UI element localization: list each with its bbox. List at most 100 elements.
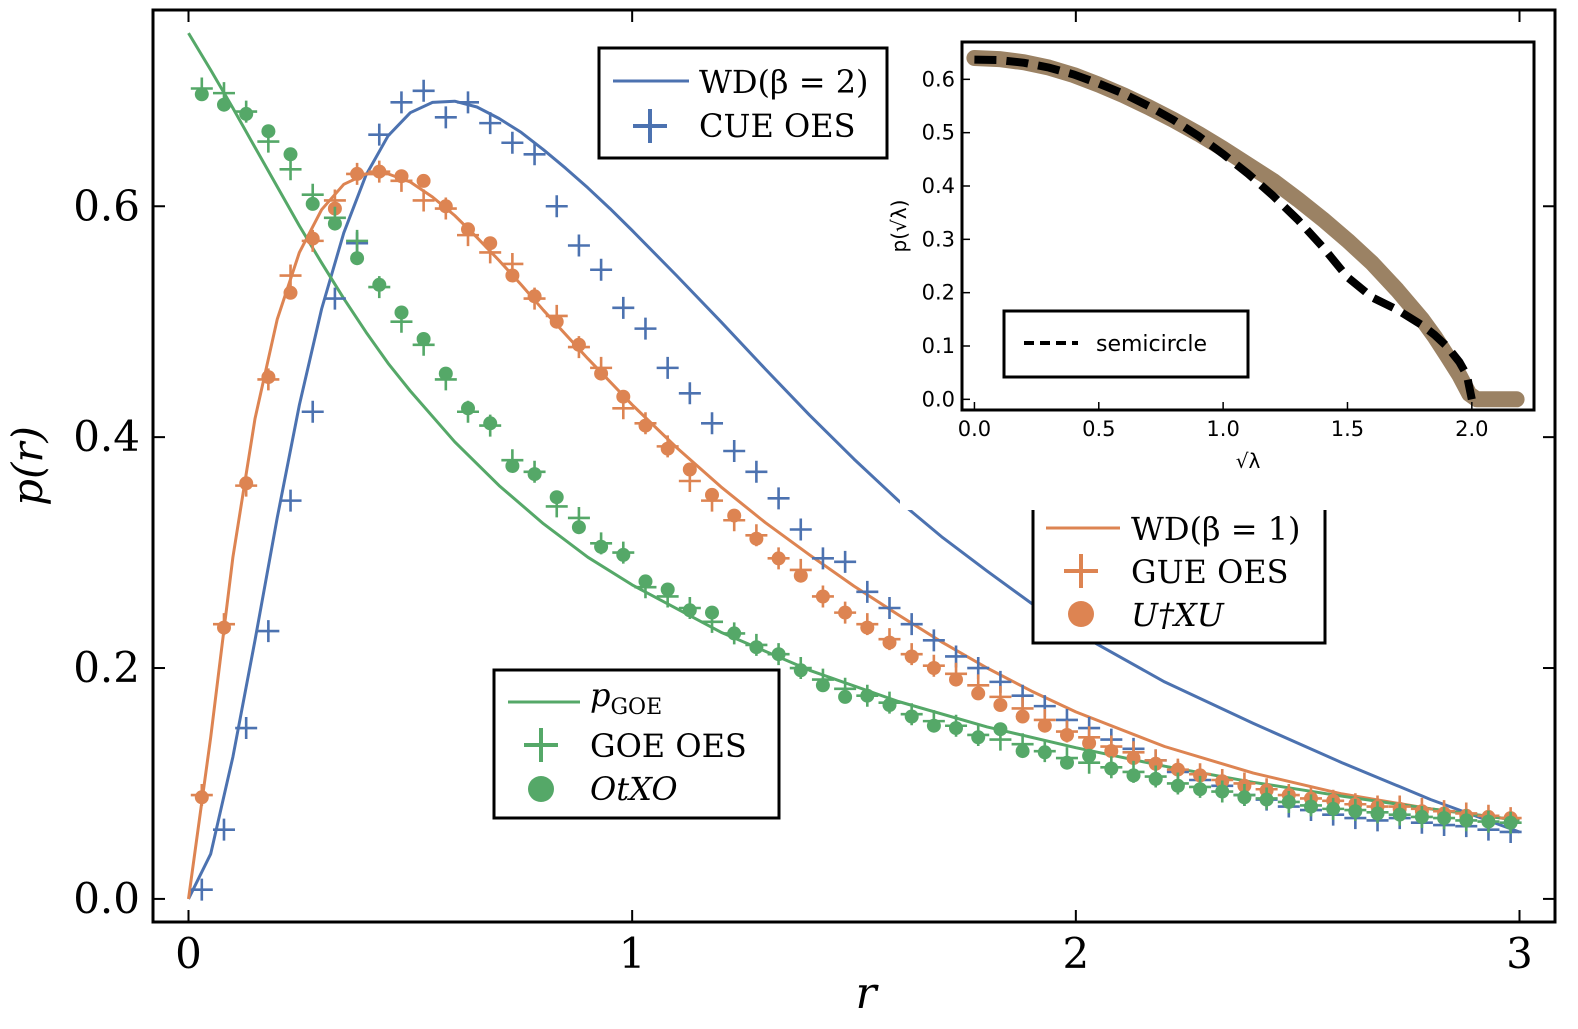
data-dot-otxo bbox=[1037, 745, 1052, 760]
data-dot-u-xu bbox=[1126, 751, 1141, 766]
data-dot-otxo bbox=[1414, 809, 1429, 824]
inset-y-tick-label: 0.3 bbox=[922, 227, 955, 251]
data-dot-otxo bbox=[1193, 782, 1208, 797]
main-y-axis-label: p(r) bbox=[3, 426, 52, 506]
data-dot-otxo bbox=[194, 87, 209, 102]
data-dot-u-xu bbox=[505, 268, 520, 283]
inset-x-tick-label: 0.5 bbox=[1082, 417, 1115, 441]
data-dot-u-xu bbox=[1060, 728, 1074, 742]
data-dot-otxo bbox=[1281, 794, 1296, 809]
data-plus-cue-oes bbox=[501, 131, 524, 154]
data-dot-u-xu bbox=[993, 698, 1008, 712]
inset-x-tick-label: 0.0 bbox=[958, 417, 991, 441]
data-dot-u-xu bbox=[305, 231, 320, 246]
inset-y-tick-label: 0.4 bbox=[922, 174, 955, 198]
data-plus-cue-oes bbox=[523, 143, 546, 166]
data-dot-otxo bbox=[638, 574, 653, 589]
data-dot-otxo bbox=[904, 709, 919, 724]
data-plus-cue-oes bbox=[457, 91, 480, 114]
data-dot-u-xu bbox=[638, 418, 653, 433]
inset-y-tick-label: 0.5 bbox=[922, 121, 955, 145]
data-plus-cue-oes bbox=[257, 620, 280, 643]
main-x-axis-label: r bbox=[855, 968, 879, 1019]
data-dot-u-xu bbox=[350, 166, 365, 181]
legend-gue: WD(β = 1) GUE OES U†XU bbox=[1031, 500, 1327, 645]
main-chart: 0 1 2 3 0.0 0.2 0.4 0.6 r p(r) bbox=[3, 8, 1557, 1019]
data-dot-u-xu bbox=[527, 289, 542, 304]
inset-series-semicircle bbox=[974, 55, 1476, 401]
y-tick-label: 0.2 bbox=[73, 643, 140, 692]
data-dot-u-xu bbox=[660, 441, 675, 456]
legend-goe: pGOE GOE OES OtXO bbox=[492, 668, 781, 820]
data-plus-gue-oes bbox=[412, 189, 435, 212]
data-dot-otxo bbox=[327, 216, 342, 231]
data-plus-cue-oes bbox=[612, 296, 635, 319]
data-dot-u-xu bbox=[815, 589, 830, 604]
data-dot-otxo bbox=[1348, 804, 1363, 819]
data-plus-cue-oes bbox=[545, 195, 568, 218]
x-tick-label: 1 bbox=[619, 929, 646, 978]
inset-axes: 0.0 0.5 1.0 1.5 2.0 0.0 0.1 0.2 0.3 0.4 0.5 0.6 bbox=[922, 67, 1489, 441]
data-dot-u-xu bbox=[461, 222, 475, 237]
data-dot-otxo bbox=[1392, 807, 1407, 822]
inset-legend: semicircle bbox=[1002, 309, 1250, 379]
data-plus-cue-oes bbox=[789, 518, 812, 541]
data-plus-cue-oes bbox=[412, 79, 435, 102]
data-dot-u-xu bbox=[483, 236, 498, 251]
inset-chart: 0.0 0.5 1.0 1.5 2.00.00.10.20.30.40.50.6 √λ … bbox=[887, 34, 1540, 510]
data-dot-u-xu bbox=[771, 551, 786, 566]
data-plus-cue-oes bbox=[878, 596, 901, 619]
data-dot-otxo bbox=[505, 459, 520, 473]
data-plus-cue-oes bbox=[212, 818, 235, 841]
data-dot-otxo bbox=[616, 547, 631, 562]
data-dot-otxo bbox=[483, 416, 498, 431]
data-dot-otxo bbox=[1015, 744, 1030, 759]
main-axes: 0 1 2 3 0.0 0.2 0.4 0.6 bbox=[73, 10, 1555, 978]
data-plus-cue-oes bbox=[767, 487, 790, 510]
data-dot-otxo bbox=[860, 688, 875, 703]
series-line-wd-1 bbox=[187, 172, 1520, 900]
data-dot-u-xu bbox=[438, 199, 453, 214]
data-plus-goe-oes bbox=[279, 158, 302, 181]
data-plus-cue-oes bbox=[834, 550, 857, 573]
data-plus-cue-oes bbox=[434, 106, 457, 129]
legend-goe-points-label: GOE OES bbox=[590, 727, 747, 765]
data-dot-otxo bbox=[926, 718, 941, 733]
legend-goe-curve-label: pGOE bbox=[590, 676, 662, 720]
legend-cue-points-label: CUE OES bbox=[699, 107, 856, 145]
data-dot-otxo bbox=[1259, 792, 1274, 807]
x-tick-label: 3 bbox=[1506, 929, 1533, 978]
inset-y-tick-label: 0.1 bbox=[922, 334, 955, 358]
data-dot-u-xu bbox=[594, 366, 609, 381]
inset-x-tick-label: 1.0 bbox=[1206, 417, 1239, 441]
data-dot-otxo bbox=[1326, 801, 1341, 816]
data-plus-cue-oes bbox=[723, 439, 746, 462]
data-dot-otxo bbox=[949, 721, 963, 736]
inset-y-tick-label: 0.0 bbox=[922, 387, 955, 411]
data-plus-gue-oes bbox=[279, 264, 302, 287]
data-dot-u-xu bbox=[416, 173, 431, 188]
data-plus-cue-oes bbox=[567, 234, 590, 257]
data-dot-otxo bbox=[882, 698, 897, 712]
data-plus-cue-oes bbox=[279, 489, 302, 512]
data-dot-otxo bbox=[660, 582, 675, 597]
data-dot-otxo bbox=[1237, 790, 1252, 805]
data-dot-otxo bbox=[1370, 806, 1385, 821]
legend-cue-curve-label: WD(β = 2) bbox=[699, 63, 869, 101]
data-dot-otxo bbox=[1503, 815, 1518, 830]
data-dot-otxo bbox=[372, 277, 387, 292]
data-dot-u-xu bbox=[239, 476, 254, 491]
legend-gue-points-label: GUE OES bbox=[1131, 553, 1289, 591]
data-dot-otxo bbox=[815, 678, 830, 693]
legend-goe-plus-swatch bbox=[524, 728, 558, 762]
data-dot-otxo bbox=[527, 467, 542, 482]
data-dot-otxo bbox=[1437, 811, 1452, 826]
y-tick-label: 0.6 bbox=[73, 181, 140, 230]
data-dot-otxo bbox=[594, 539, 609, 554]
data-dot-otxo bbox=[1060, 755, 1074, 770]
data-plus-cue-oes bbox=[301, 400, 324, 423]
data-dot-otxo bbox=[993, 722, 1008, 737]
data-plus-cue-oes bbox=[701, 412, 724, 435]
inset-y-tick-label: 0.6 bbox=[922, 67, 955, 91]
